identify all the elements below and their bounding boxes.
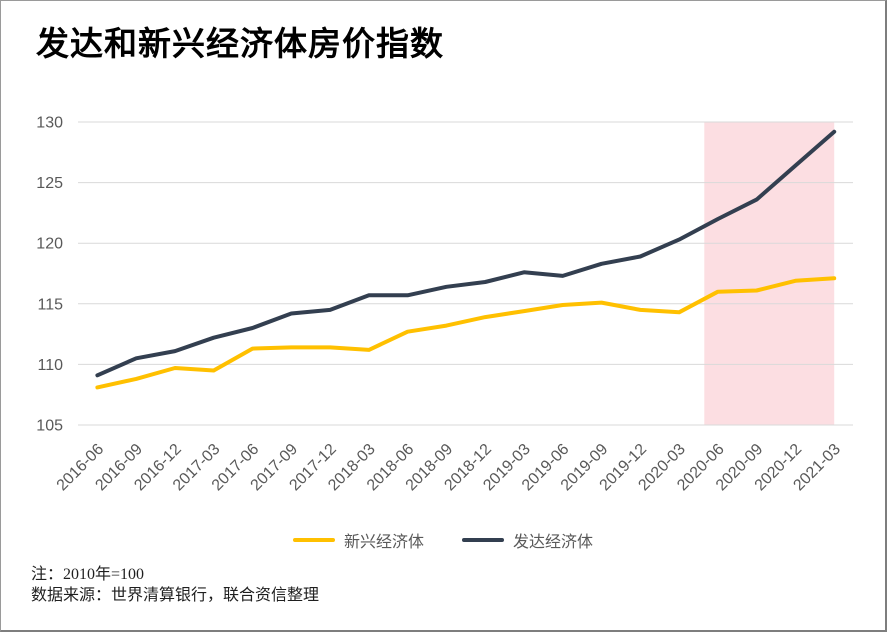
legend-label-developed: 发达经济体 <box>513 534 594 551</box>
house-price-index-chart: 1051101151201251302016-062016-092016-122… <box>36 115 853 494</box>
legend-item-developed: 发达经济体 <box>462 528 593 552</box>
legend-item-emerging: 新兴经济体 <box>292 528 424 552</box>
footnote-source: 数据来源：世界清算银行，联合资信整理 <box>31 587 320 604</box>
highlight-band <box>704 122 835 425</box>
developed-series-line <box>95 129 837 378</box>
emerging-series-line <box>95 276 837 390</box>
y-axis-tick-label: 110 <box>37 357 63 374</box>
y-axis-tick-label: 130 <box>36 115 63 132</box>
legend-label-emerging: 新兴经济体 <box>343 534 424 551</box>
footnotes: 注：2010年=100 数据来源：世界清算银行，联合资信整理 <box>31 564 319 606</box>
emerging-line-marker <box>292 538 335 542</box>
y-axis-tick-label: 120 <box>36 236 63 253</box>
legend: 新兴经济体 发达经济体 <box>1 528 885 552</box>
page-title: 发达和新兴经济体房价指数 <box>36 25 444 62</box>
developed-line-marker <box>462 538 504 542</box>
footnote-note: 注：2010年=100 <box>31 566 145 583</box>
y-axis-tick-label: 115 <box>37 296 63 313</box>
y-axis-tick-label: 105 <box>36 418 63 435</box>
y-axis-tick-label: 125 <box>36 175 63 192</box>
